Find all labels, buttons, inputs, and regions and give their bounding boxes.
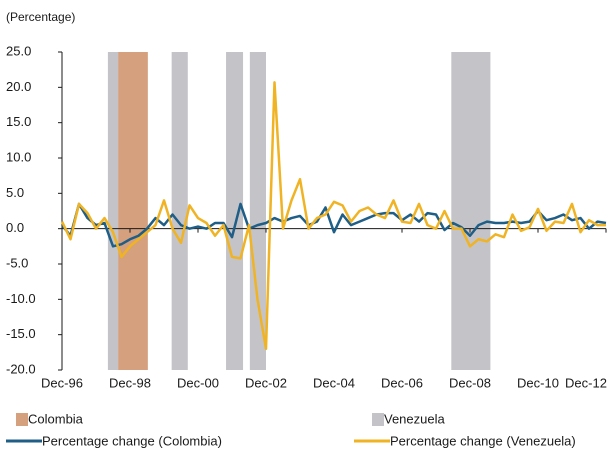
y-tick-label: 0.0 <box>6 220 24 235</box>
y-tick-label: -20.0 <box>6 361 36 376</box>
x-tick-label: Dec-02 <box>245 375 287 390</box>
x-tick-label: Dec-10 <box>517 375 559 390</box>
series-line <box>60 81 606 351</box>
shaded-period <box>118 52 148 370</box>
x-tick-label: Dec-06 <box>381 375 423 390</box>
x-tick-label: Dec-00 <box>177 375 219 390</box>
x-tick-label: Dec-12 <box>565 375 607 390</box>
shaded-period <box>226 52 244 370</box>
x-tick-label: Dec-96 <box>41 375 83 390</box>
legend-label: Percentage change (Venezuela) <box>390 433 576 448</box>
y-tick-label: 20.0 <box>6 79 31 94</box>
shaded-period <box>451 52 491 370</box>
y-tick-label: -15.0 <box>6 326 36 341</box>
shaded-period <box>107 52 119 370</box>
legend-label: Percentage change (Colombia) <box>42 433 222 448</box>
legend-swatch <box>16 413 28 426</box>
y-tick-label: 5.0 <box>6 185 24 200</box>
x-tick-label: Dec-04 <box>313 375 355 390</box>
axis-title: (Percentage) <box>6 10 75 24</box>
y-tick-label: -10.0 <box>6 291 36 306</box>
legend-label: Venezuela <box>384 411 445 426</box>
y-tick-label: 10.0 <box>6 149 31 164</box>
shaded-period <box>171 52 188 370</box>
legend-label: Colombia <box>28 411 84 426</box>
legend-swatch <box>372 413 384 426</box>
y-tick-label: -5.0 <box>6 255 28 270</box>
x-tick-label: Dec-98 <box>109 375 151 390</box>
x-tick-label: Dec-08 <box>449 375 491 390</box>
y-tick-label: 25.0 <box>6 43 31 58</box>
shaded-period <box>249 52 266 370</box>
y-tick-label: 15.0 <box>6 114 31 129</box>
